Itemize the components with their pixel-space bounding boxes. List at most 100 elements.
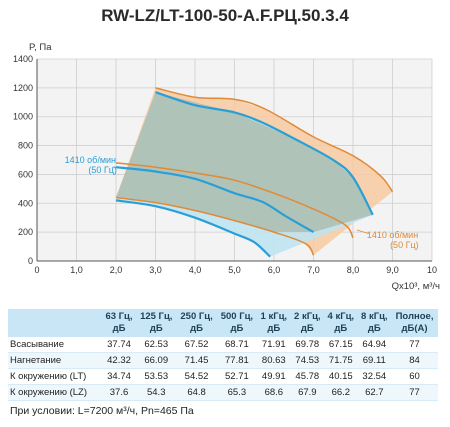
column-header-line: дБ: [367, 323, 381, 334]
y-tick-label: 200: [18, 227, 33, 237]
table-cell: 62.7: [357, 384, 392, 401]
series-line-5: [115, 196, 315, 256]
row-label: К окружению (LT): [8, 368, 102, 385]
overlap-region: [116, 92, 373, 233]
table-cell: 74.53: [290, 352, 325, 369]
y-axis-label: P, Па: [29, 42, 52, 53]
y-tick-label: 1000: [13, 112, 33, 122]
lz-speed-annotation: 1410 об/мин: [65, 155, 116, 165]
table-cell: 67.52: [176, 337, 217, 353]
table-column-header: 2 кГц, дБ: [290, 309, 325, 337]
table-cell: 68.71: [216, 337, 258, 353]
table-row: Всасывание 37.74 62.53 67.52 68.71 71.91 69.78…: [8, 337, 438, 353]
row-label: Нагнетание: [8, 352, 102, 369]
operating-conditions: При условии: L=7200 м³/ч, Pn=465 Па: [10, 405, 194, 417]
table-cell: 68.6: [257, 384, 291, 401]
table-row: Нагнетание 42.32 66.09 71.45 77.81 80.63 74.53…: [8, 352, 438, 369]
x-tick-label: 9,0: [386, 265, 399, 275]
series-line-0: [155, 91, 374, 216]
table-cell: 60: [391, 368, 438, 385]
table-column-header: 8 кГц, дБ: [357, 309, 392, 337]
series-line-1: [115, 166, 315, 234]
table-cell: 52.71: [216, 368, 258, 385]
table-cell: 49.91: [257, 368, 291, 385]
x-tick-label: 1,0: [70, 265, 83, 275]
table-cell: 40.15: [324, 368, 358, 385]
table-column-header: 500 Гц, дБ: [216, 309, 258, 337]
series-line-3: [155, 87, 394, 193]
table-cell: 37.6: [101, 384, 137, 401]
column-header-line: 500 Гц,: [220, 311, 254, 322]
column-header-line: 63 Гц,: [105, 311, 133, 322]
y-tick-label: 0: [28, 256, 33, 266]
row-label: К окружению (LZ): [8, 384, 102, 401]
table-cell: 71.45: [176, 352, 217, 369]
table-cell: 77.81: [216, 352, 258, 369]
table-corner-header: [8, 309, 102, 337]
table-cell: 66.2: [324, 384, 358, 401]
table-cell: 67.15: [324, 337, 358, 353]
x-tick-label: 5,0: [228, 265, 241, 275]
x-tick-label: 10: [427, 265, 437, 275]
table-cell: 62.53: [136, 337, 177, 353]
column-header-line: 4 кГц,: [327, 311, 355, 322]
table-column-header: 4 кГц, дБ: [324, 309, 358, 337]
table-cell: 64.8: [176, 384, 217, 401]
table-cell: 69.11: [357, 352, 392, 369]
y-tick-label: 1400: [13, 54, 33, 64]
lt-annotation-leader: [356, 229, 369, 234]
noise-table: 63 Гц, дБ 125 Гц, дБ 250 Гц, дБ 500 Гц, дБ 1 кГц…: [8, 309, 438, 401]
table-column-header: Полное, дБ(A): [391, 309, 438, 337]
column-header-line: 125 Гц,: [140, 311, 173, 322]
table-cell: 54.52: [176, 368, 217, 385]
table-cell: 66.09: [136, 352, 177, 369]
column-header-line: дБ: [300, 323, 314, 334]
table-cell: 34.74: [101, 368, 137, 385]
column-header-line: дБ: [149, 323, 163, 334]
column-header-line: 2 кГц,: [294, 311, 321, 322]
table-cell: 77: [391, 384, 438, 401]
table-cell: 42.32: [101, 352, 137, 369]
x-tick-label: 2,0: [110, 265, 123, 275]
column-header-line: дБ: [267, 323, 281, 334]
table-cell: 69.78: [290, 337, 325, 353]
column-header-line: Полное,: [395, 311, 434, 322]
chart-title: RW-LZ/LT-100-50-A.F.РЦ.50.3.4: [101, 6, 349, 25]
table-cell: 53.53: [136, 368, 177, 385]
x-tick-label: 0: [34, 265, 39, 275]
table-cell: 71.91: [257, 337, 291, 353]
table-row: К окружению (LT) 34.74 53.53 54.52 52.71 49.9…: [8, 368, 438, 385]
column-header-line: дБ: [190, 323, 203, 334]
x-tick-label: 4,0: [189, 265, 202, 275]
table-cell: 45.78: [290, 368, 325, 385]
column-header-line: дБ(A): [401, 323, 428, 334]
column-header-line: дБ: [112, 323, 126, 334]
table-column-header: 125 Гц, дБ: [136, 309, 177, 337]
lt-speed-annotation: 1410 об/мин: [367, 230, 418, 240]
noise-table-header: 63 Гц, дБ 125 Гц, дБ 250 Гц, дБ 500 Гц, дБ 1 кГц…: [8, 309, 438, 337]
y-tick-label: 400: [18, 198, 33, 208]
y-tick-label: 1200: [13, 83, 33, 93]
table-cell: 65.3: [216, 384, 258, 401]
x-tick-label: 6,0: [268, 265, 281, 275]
fan-curve-chart: 0 1,0 2,0 3,0 4,0 5,0 6,0 7,0 8,0 9,0 10 0 200 400 600…: [13, 42, 440, 292]
y-tick-label: 800: [18, 141, 33, 151]
table-cell: 32.54: [357, 368, 392, 385]
table-cell: 80.63: [257, 352, 291, 369]
table-column-header: 250 Гц, дБ: [176, 309, 217, 337]
column-header-line: дБ: [230, 323, 244, 334]
table-cell: 37.74: [101, 337, 137, 353]
row-label: Всасывание: [8, 337, 102, 353]
table-cell: 71.75: [324, 352, 358, 369]
column-header-line: 8 кГц,: [361, 311, 388, 322]
series-line-4: [115, 162, 354, 239]
x-tick-label: 7,0: [307, 265, 320, 275]
lz-frequency-annotation: (50 Гц): [88, 165, 117, 175]
x-tick-label: 8,0: [347, 265, 360, 275]
table-cell: 64.94: [357, 337, 392, 353]
table-row: К окружению (LZ) 37.6 54.3 64.8 65.3 68.6 67.9…: [8, 384, 438, 401]
table-column-header: 63 Гц, дБ: [101, 309, 137, 337]
x-axis-label: Qx10³, м³/ч: [392, 281, 440, 292]
table-cell: 84: [391, 352, 438, 369]
x-tick-label: 3,0: [149, 265, 162, 275]
